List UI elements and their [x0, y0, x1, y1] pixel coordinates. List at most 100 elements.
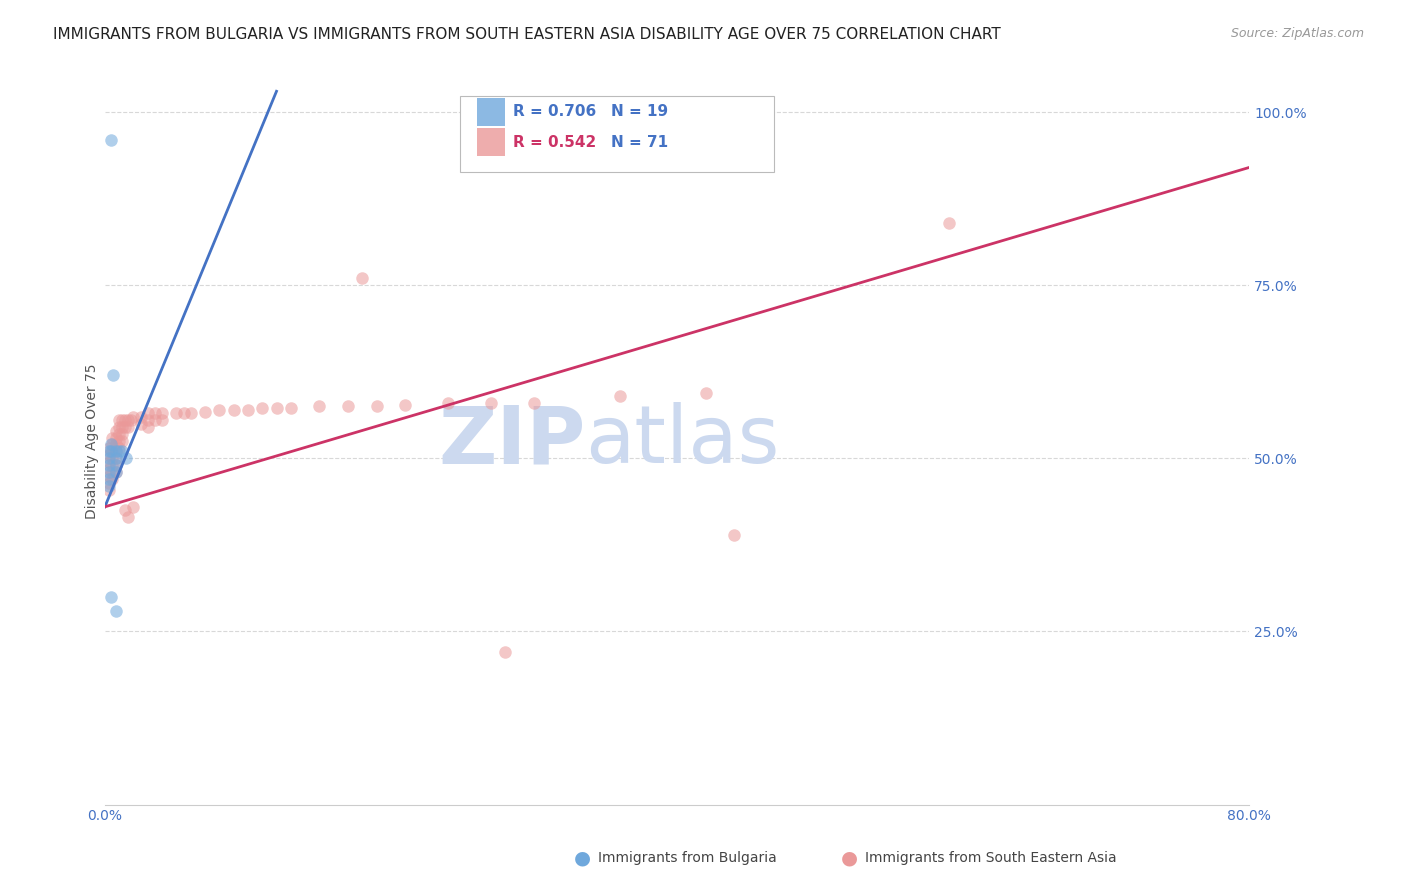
Point: [120, 413, 142, 427]
Point: [394, 398, 416, 412]
Point: [180, 406, 202, 420]
FancyBboxPatch shape: [477, 128, 505, 156]
Point: [165, 406, 187, 420]
Text: N = 71: N = 71: [610, 135, 668, 150]
Point: [100, 133, 122, 147]
Y-axis label: Disability Age Over 75: Disability Age Over 75: [86, 363, 100, 519]
Point: [105, 431, 128, 445]
Point: [108, 420, 131, 434]
Point: [143, 413, 166, 427]
Point: [115, 451, 138, 466]
Point: [98, 441, 121, 455]
Point: [117, 510, 139, 524]
Point: [98, 475, 121, 490]
Point: [479, 396, 502, 410]
Point: [280, 401, 302, 416]
FancyBboxPatch shape: [460, 95, 775, 172]
Text: IMMIGRANTS FROM BULGARIA VS IMMIGRANTS FROM SOUTH EASTERN ASIA DISABILITY AGE OV: IMMIGRANTS FROM BULGARIA VS IMMIGRANTS F…: [53, 27, 1001, 42]
Point: [136, 420, 159, 434]
Point: [101, 431, 124, 445]
Point: [250, 401, 273, 416]
Text: Immigrants from Bulgaria: Immigrants from Bulgaria: [598, 851, 776, 865]
Text: R = 0.542: R = 0.542: [513, 135, 596, 150]
Point: [150, 406, 173, 420]
Point: [105, 451, 128, 466]
Point: [266, 401, 288, 416]
Point: [101, 444, 124, 458]
Text: R = 0.706: R = 0.706: [513, 104, 596, 120]
Point: [938, 216, 960, 230]
Point: [105, 458, 128, 473]
Point: [114, 420, 136, 434]
Point: [111, 413, 134, 427]
Point: [101, 472, 124, 486]
Point: [129, 417, 152, 431]
Point: [437, 396, 460, 410]
Point: [98, 472, 121, 486]
Point: [98, 448, 121, 462]
Point: [122, 409, 145, 424]
Point: [98, 461, 121, 475]
Point: [98, 483, 121, 497]
Text: Immigrants from South Eastern Asia: Immigrants from South Eastern Asia: [865, 851, 1116, 865]
Point: [100, 437, 122, 451]
Point: [111, 444, 134, 458]
Point: [494, 645, 516, 659]
Point: [723, 527, 745, 541]
Point: [308, 400, 330, 414]
Point: [114, 503, 136, 517]
Point: [108, 413, 131, 427]
Point: [100, 444, 122, 458]
Point: [143, 406, 166, 420]
Point: [105, 458, 128, 473]
Point: [103, 368, 125, 383]
Point: [108, 444, 131, 458]
Point: [122, 500, 145, 514]
Point: [222, 402, 245, 417]
Point: [98, 455, 121, 469]
Text: atlas: atlas: [585, 402, 780, 480]
Text: ZIP: ZIP: [439, 402, 585, 480]
Point: [101, 465, 124, 479]
Point: [337, 400, 360, 414]
Point: [117, 413, 139, 427]
Text: ●: ●: [841, 848, 858, 868]
Point: [98, 451, 121, 466]
Point: [108, 434, 131, 448]
Point: [98, 465, 121, 479]
Point: [173, 406, 195, 420]
Point: [105, 444, 128, 458]
Point: [105, 451, 128, 466]
Point: [108, 427, 131, 442]
Point: [108, 441, 131, 455]
Point: [111, 434, 134, 448]
Point: [100, 590, 122, 604]
Point: [105, 465, 128, 479]
Point: [236, 402, 259, 417]
Point: [98, 468, 121, 483]
Point: [105, 437, 128, 451]
Text: ●: ●: [574, 848, 591, 868]
Point: [352, 271, 374, 285]
Point: [609, 389, 631, 403]
Point: [194, 405, 217, 419]
FancyBboxPatch shape: [477, 98, 505, 126]
Point: [136, 413, 159, 427]
Point: [136, 406, 159, 420]
Point: [111, 427, 134, 442]
Point: [366, 400, 388, 414]
Text: N = 19: N = 19: [610, 104, 668, 120]
Point: [117, 420, 139, 434]
Point: [695, 385, 717, 400]
Text: Source: ZipAtlas.com: Source: ZipAtlas.com: [1230, 27, 1364, 40]
Point: [101, 458, 124, 473]
Point: [208, 402, 231, 417]
Point: [98, 479, 121, 493]
Point: [129, 409, 152, 424]
Point: [98, 444, 121, 458]
Point: [114, 413, 136, 427]
Point: [111, 420, 134, 434]
Point: [105, 424, 128, 438]
Point: [105, 465, 128, 479]
Point: [101, 437, 124, 451]
